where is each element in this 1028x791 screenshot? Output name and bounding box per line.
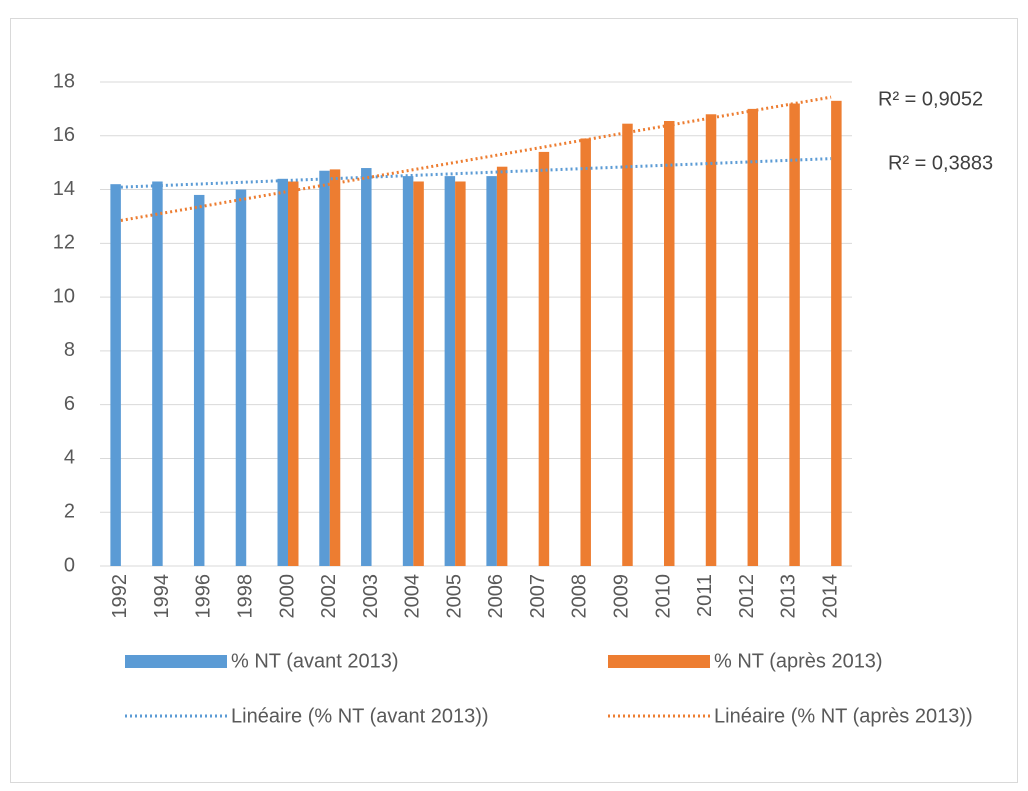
bar xyxy=(402,176,414,566)
bar xyxy=(329,169,341,566)
bar xyxy=(319,170,330,566)
y-tick-label: 0 xyxy=(64,554,75,576)
bar xyxy=(538,151,550,566)
y-tick-label: 12 xyxy=(53,232,75,254)
y-tick-label: 4 xyxy=(64,447,75,469)
x-tick-label: 2005 xyxy=(443,574,465,619)
x-tick-label: 1998 xyxy=(235,574,257,619)
x-tick-label: 1996 xyxy=(193,574,215,619)
bar xyxy=(444,176,456,566)
bar xyxy=(486,176,497,566)
bar xyxy=(789,103,800,566)
r2-label: R² = 0,9052 xyxy=(878,88,983,110)
bar xyxy=(664,120,675,566)
x-tick-label: 2007 xyxy=(527,574,549,619)
trend-line xyxy=(120,95,832,222)
bar xyxy=(455,181,466,566)
y-tick-label: 16 xyxy=(53,124,75,146)
bar xyxy=(110,184,121,566)
bar xyxy=(580,138,591,566)
x-tick-label: 2000 xyxy=(276,574,298,619)
x-tick-label: 2004 xyxy=(402,574,424,619)
x-tick-label: 2010 xyxy=(652,574,674,619)
x-tick-label: 2012 xyxy=(736,574,758,619)
y-tick-label: 10 xyxy=(53,285,75,307)
x-tick-label: 2008 xyxy=(569,574,591,619)
r2-label: R² = 0,3883 xyxy=(888,152,993,174)
bar xyxy=(235,189,247,567)
bar xyxy=(747,108,759,566)
x-tick-label: 2006 xyxy=(485,574,507,619)
x-tick-label: 2003 xyxy=(360,574,382,619)
trend-line xyxy=(120,157,832,189)
y-tick-label: 6 xyxy=(64,393,75,415)
legend-swatch xyxy=(125,655,227,668)
x-tick-label: 2014 xyxy=(819,574,841,619)
legend-label: Linéaire (% NT (après 2013)) xyxy=(714,705,973,727)
bar xyxy=(705,114,717,567)
y-tick-label: 14 xyxy=(53,178,75,200)
x-tick-label: 2002 xyxy=(318,574,340,619)
bar xyxy=(496,166,508,566)
x-tick-label: 1994 xyxy=(151,574,173,619)
bar xyxy=(622,123,633,566)
x-tick-label: 2009 xyxy=(611,574,633,619)
legend-swatch xyxy=(608,655,710,668)
legend-label: % NT (avant 2013) xyxy=(231,650,399,672)
y-tick-label: 2 xyxy=(64,501,75,523)
y-tick-label: 8 xyxy=(64,339,75,361)
legend-label: % NT (après 2013) xyxy=(714,650,883,672)
bar xyxy=(413,181,424,566)
bar xyxy=(193,194,205,566)
legend-label: Linéaire (% NT (avant 2013)) xyxy=(231,705,489,727)
bar xyxy=(361,168,372,567)
x-tick-label: 1992 xyxy=(109,574,131,619)
bar xyxy=(288,181,299,566)
bar xyxy=(277,178,288,567)
x-tick-label: 2011 xyxy=(694,574,716,617)
bar xyxy=(831,100,842,567)
bar xyxy=(152,181,163,566)
y-tick-label: 18 xyxy=(53,70,75,92)
x-tick-label: 2013 xyxy=(778,574,800,619)
